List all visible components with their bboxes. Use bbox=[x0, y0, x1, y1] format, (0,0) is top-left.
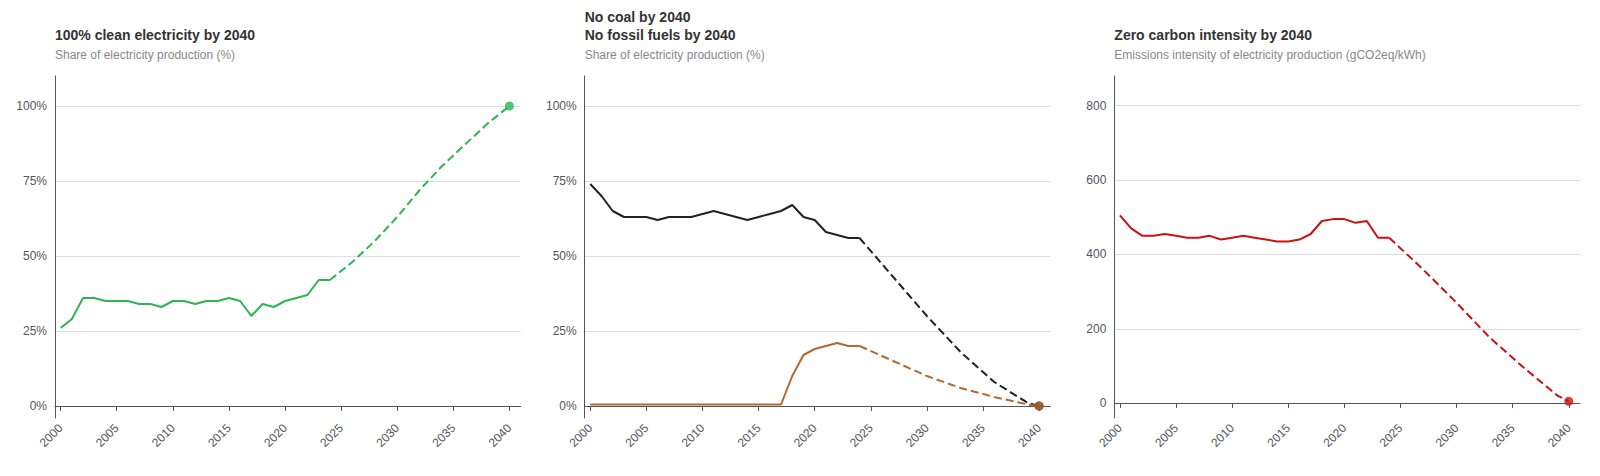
svg-text:2025: 2025 bbox=[317, 421, 346, 450]
svg-text:2020: 2020 bbox=[261, 421, 290, 450]
svg-text:Emissions intensity of electri: Emissions intensity of electricity produ… bbox=[1114, 48, 1425, 62]
svg-text:2015: 2015 bbox=[735, 421, 764, 450]
svg-text:2015: 2015 bbox=[205, 421, 234, 450]
svg-text:Share of electricity productio: Share of electricity production (%) bbox=[55, 48, 235, 62]
svg-text:25%: 25% bbox=[23, 324, 47, 338]
svg-text:0: 0 bbox=[1100, 396, 1107, 410]
svg-text:800: 800 bbox=[1086, 99, 1106, 113]
svg-text:2030: 2030 bbox=[373, 421, 402, 450]
svg-text:100% clean electricity by 2040: 100% clean electricity by 2040 bbox=[55, 27, 255, 43]
svg-text:2020: 2020 bbox=[1321, 421, 1350, 450]
svg-text:2035: 2035 bbox=[959, 421, 988, 450]
svg-text:2030: 2030 bbox=[1433, 421, 1462, 450]
svg-text:0%: 0% bbox=[559, 399, 577, 413]
svg-text:Zero carbon intensity by 2040: Zero carbon intensity by 2040 bbox=[1114, 27, 1312, 43]
svg-text:2015: 2015 bbox=[1264, 421, 1293, 450]
svg-text:2040: 2040 bbox=[1545, 421, 1574, 450]
svg-text:Share of electricity productio: Share of electricity production (%) bbox=[585, 48, 765, 62]
svg-text:0%: 0% bbox=[30, 399, 48, 413]
svg-text:75%: 75% bbox=[553, 174, 577, 188]
svg-text:2000: 2000 bbox=[566, 421, 595, 450]
svg-text:2005: 2005 bbox=[1152, 421, 1181, 450]
svg-text:2000: 2000 bbox=[1096, 421, 1125, 450]
svg-text:2025: 2025 bbox=[847, 421, 876, 450]
svg-text:2040: 2040 bbox=[1015, 421, 1044, 450]
svg-text:2035: 2035 bbox=[430, 421, 459, 450]
svg-text:75%: 75% bbox=[23, 174, 47, 188]
svg-text:200: 200 bbox=[1086, 322, 1106, 336]
svg-text:50%: 50% bbox=[23, 249, 47, 263]
svg-text:2035: 2035 bbox=[1489, 421, 1518, 450]
svg-text:400: 400 bbox=[1086, 247, 1106, 261]
svg-text:2005: 2005 bbox=[93, 421, 122, 450]
svg-text:100%: 100% bbox=[16, 99, 47, 113]
svg-text:2020: 2020 bbox=[791, 421, 820, 450]
svg-text:600: 600 bbox=[1086, 173, 1106, 187]
svg-text:100%: 100% bbox=[546, 99, 577, 113]
svg-text:2040: 2040 bbox=[486, 421, 515, 450]
svg-text:No coal by 2040: No coal by 2040 bbox=[585, 9, 691, 25]
svg-text:50%: 50% bbox=[553, 249, 577, 263]
svg-text:2005: 2005 bbox=[623, 421, 652, 450]
svg-text:2010: 2010 bbox=[149, 421, 178, 450]
svg-text:25%: 25% bbox=[553, 324, 577, 338]
svg-text:2030: 2030 bbox=[903, 421, 932, 450]
svg-text:2000: 2000 bbox=[37, 421, 66, 450]
svg-text:2010: 2010 bbox=[1208, 421, 1237, 450]
svg-text:2025: 2025 bbox=[1377, 421, 1406, 450]
svg-text:2010: 2010 bbox=[679, 421, 708, 450]
svg-text:No fossil fuels by 2040: No fossil fuels by 2040 bbox=[585, 27, 736, 43]
